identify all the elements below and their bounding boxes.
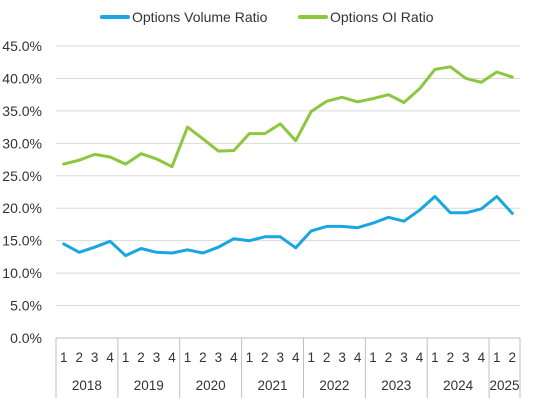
x-tick-label-quarter: 3 [338,350,346,365]
x-tick-label-quarter: 3 [277,350,285,365]
x-tick-label-quarter: 4 [478,350,486,365]
y-tick-label: 40.0% [2,70,42,86]
x-tick-label-quarter: 4 [106,350,114,365]
x-tick-label-quarter: 2 [385,350,393,365]
x-tick-label-quarter: 3 [462,350,470,365]
x-tick-label-year: 2018 [72,378,102,393]
x-tick-label-quarter: 4 [168,350,176,365]
series-line-options-volume-ratio [62,195,514,258]
series-line-options-oi-ratio [62,65,514,169]
x-tick-label-quarter: 1 [493,350,501,365]
x-tick-label-quarter: 3 [215,350,223,365]
x-tick-label-year: 2025 [490,378,520,393]
x-tick-label-quarter: 4 [292,350,300,365]
x-tick-label-quarter: 1 [369,350,377,365]
y-tick-label: 10.0% [2,265,42,281]
y-tick-label: 25.0% [2,168,42,184]
x-tick-label-quarter: 4 [416,350,424,365]
legend-label-oi: Options OI Ratio [330,9,434,25]
y-tick-label: 35.0% [2,103,42,119]
x-tick-label-year: 2022 [319,378,349,393]
x-tick-label-quarter: 1 [122,350,130,365]
x-tick-label-quarter: 2 [447,350,455,365]
x-tick-label-quarter: 2 [199,350,207,365]
y-tick-label: 30.0% [2,135,42,151]
y-tick-label: 20.0% [2,200,42,216]
x-tick-label-quarter: 3 [91,350,99,365]
x-tick-label-quarter: 2 [137,350,145,365]
x-tick-label-quarter: 1 [246,350,254,365]
x-tick-label-year: 2024 [443,378,474,393]
y-tick-label: 5.0% [10,298,42,314]
x-tick-label-quarter: 1 [431,350,439,365]
y-tick-label: 0.0% [10,330,42,346]
x-tick-label-quarter: 2 [509,350,517,365]
y-tick-label: 45.0% [2,38,42,54]
x-tick-label-quarter: 1 [307,350,315,365]
x-tick-label-quarter: 3 [400,350,408,365]
x-tick-label-quarter: 4 [354,350,362,365]
x-tick-label-quarter: 1 [60,350,68,365]
chart-legend: Options Volume Ratio Options OI Ratio [100,9,434,25]
x-tick-label-year: 2021 [258,378,288,393]
x-tick-label-quarter: 2 [75,350,83,365]
y-gridlines [56,45,520,307]
chart-series [62,65,514,258]
x-tick-label-year: 2019 [134,378,164,393]
legend-label-volume: Options Volume Ratio [132,9,268,25]
y-axis-tick-labels: 0.0% 5.0% 10.0% 15.0% 20.0% 25.0% 30.0% 35.0% 40… [2,38,42,346]
x-tick-label-quarter: 4 [230,350,238,365]
y-tick-label: 15.0% [2,233,42,249]
x-tick-label-quarter: 1 [184,350,192,365]
x-tick-label-quarter: 3 [153,350,161,365]
x-tick-label-year: 2020 [196,378,226,393]
x-tick-label-year: 2023 [381,378,411,393]
x-tick-label-quarter: 2 [261,350,269,365]
x-tick-label-quarter: 2 [323,350,331,365]
